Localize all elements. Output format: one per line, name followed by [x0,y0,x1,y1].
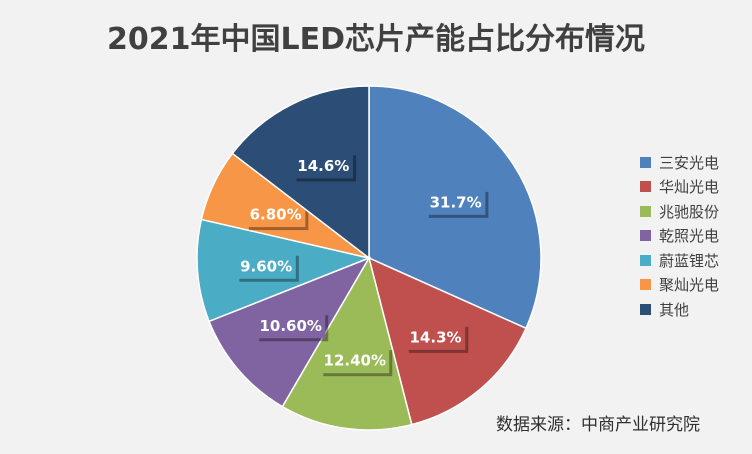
chart-title: 2021年中国LED芯片产能占比分布情况 [106,22,645,57]
svg-text:6.80%: 6.80% [250,206,302,224]
legend-swatch [640,230,651,242]
svg-text:14.3%: 14.3% [410,328,462,346]
data-label-4: 9.60% [236,252,299,282]
legend-label: 蔚蓝锂芯 [659,251,720,270]
data-label-5: 6.80% [245,201,309,231]
data-label-2: 12.40% [320,347,393,377]
legend-item-4: 蔚蓝锂芯 [640,248,750,273]
pie-slice-2 [281,256,413,431]
legend-label: 华灿光电 [659,178,720,197]
legend-label: 聚灿光电 [659,276,720,295]
legend-item-3: 乾照光电 [640,224,750,249]
svg-text:10.60%: 10.60% [259,317,321,335]
legend-swatch [640,303,651,315]
legend-swatch [640,181,651,193]
legend-item-1: 华灿光电 [640,175,750,200]
legend-label: 乾照光电 [659,227,720,246]
data-label-6: 14.6% [293,152,357,182]
legend-item-0: 三安光电 [640,150,750,175]
legend-swatch [640,156,651,168]
svg-text:14.6%: 14.6% [297,157,349,175]
data-label-0: 31.7% [425,188,489,218]
svg-text:12.40%: 12.40% [324,352,386,370]
legend-swatch [640,254,651,266]
legend-label: 兆驰股份 [659,202,720,221]
chart-legend: 三安光电华灿光电兆驰股份乾照光电蔚蓝锂芯聚灿光电其他 [640,150,750,322]
data-label-1: 14.3% [405,323,469,353]
source-note: 数据来源：中商产业研究院 [496,415,700,435]
legend-item-2: 兆驰股份 [640,199,750,224]
svg-text:9.60%: 9.60% [240,257,292,275]
data-label-3: 10.60% [256,312,329,342]
legend-item-6: 其他 [640,297,750,322]
legend-item-5: 聚灿光电 [640,273,750,298]
svg-text:31.7%: 31.7% [430,193,482,211]
legend-label: 其他 [659,300,690,319]
legend-label: 三安光电 [659,153,720,172]
legend-swatch [640,205,651,217]
legend-swatch [640,279,651,291]
